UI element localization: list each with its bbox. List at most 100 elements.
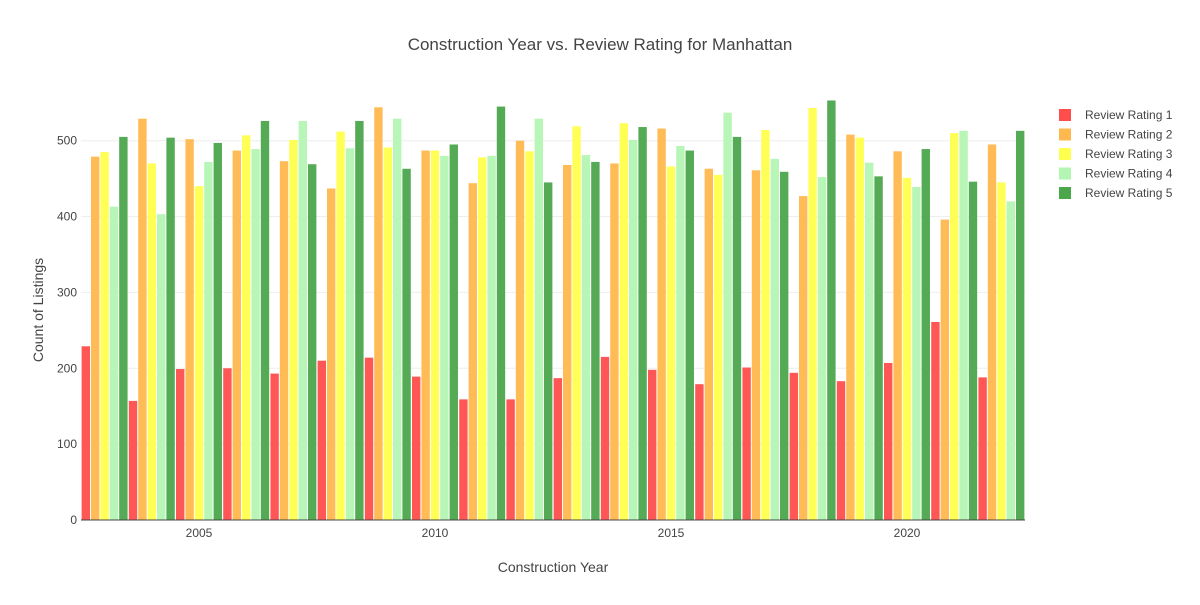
gridlines xyxy=(81,140,1025,445)
bar xyxy=(383,147,392,520)
bar xyxy=(940,219,950,520)
legend-item[interactable]: Review Rating 5 xyxy=(1059,186,1173,200)
legend: Review Rating 1 Review Rating 2 Review Rat… xyxy=(1059,108,1173,200)
bar xyxy=(487,155,496,521)
bar xyxy=(440,155,449,521)
bar xyxy=(1015,130,1025,521)
x-axis-title: Construction Year xyxy=(498,559,609,575)
bar xyxy=(563,164,572,520)
series-5 xyxy=(119,100,1025,521)
bar xyxy=(156,214,166,520)
bar xyxy=(515,140,525,521)
legend-swatch xyxy=(1059,128,1071,141)
bar xyxy=(430,150,440,520)
x-tick-label: 2010 xyxy=(422,526,449,540)
bar xyxy=(714,174,723,521)
bar xyxy=(317,360,327,520)
bar xyxy=(704,168,714,521)
legend-item[interactable]: Review Rating 2 xyxy=(1059,128,1173,142)
bar xyxy=(270,373,279,520)
bar xyxy=(591,161,600,520)
x-tick-label: 2005 xyxy=(186,526,213,540)
bar xyxy=(628,139,638,520)
bar xyxy=(289,139,298,520)
bar xyxy=(100,152,109,520)
bar xyxy=(657,128,666,520)
bar xyxy=(147,163,156,520)
legend-item[interactable]: Review Rating 4 xyxy=(1059,167,1173,181)
bar xyxy=(912,186,921,520)
bar xyxy=(836,381,846,520)
legend-swatch xyxy=(1059,187,1071,199)
y-tick-label: 400 xyxy=(57,210,77,224)
bar xyxy=(374,107,383,520)
bar xyxy=(808,108,817,520)
bar xyxy=(779,171,789,521)
y-tick-label: 100 xyxy=(57,437,77,451)
bar xyxy=(534,118,543,521)
bar xyxy=(761,130,770,520)
bar xyxy=(921,149,930,520)
legend-label: Review Rating 2 xyxy=(1085,128,1173,142)
bar xyxy=(307,164,317,520)
bar xyxy=(931,322,940,520)
legend-item[interactable]: Review Rating 1 xyxy=(1059,108,1173,122)
bar xyxy=(412,376,421,520)
bar xyxy=(204,161,213,520)
bar xyxy=(260,120,270,520)
y-tick-labels: 0 100 200 300 400 500 xyxy=(57,134,77,527)
bar xyxy=(732,136,742,520)
bar xyxy=(213,142,222,520)
y-tick-label: 200 xyxy=(57,361,77,375)
bar xyxy=(855,137,864,521)
legend-label: Review Rating 3 xyxy=(1085,147,1173,161)
legend-item[interactable]: Review Rating 3 xyxy=(1059,147,1173,161)
bar xyxy=(364,357,374,520)
bar xyxy=(392,118,402,521)
bar xyxy=(345,148,355,520)
bar xyxy=(997,182,1006,520)
bar xyxy=(298,120,307,520)
bar xyxy=(619,123,628,520)
bar xyxy=(695,384,704,520)
bar xyxy=(421,150,430,520)
series-1 xyxy=(81,322,987,520)
bar xyxy=(128,400,138,520)
bar xyxy=(685,150,694,520)
bar xyxy=(543,182,553,520)
bar xyxy=(874,176,883,520)
bar xyxy=(327,188,336,520)
bar xyxy=(893,151,902,520)
bar xyxy=(81,346,91,520)
y-axis-title: Count of Listings xyxy=(30,258,46,362)
bar xyxy=(91,156,100,520)
bar xyxy=(194,186,204,520)
legend-label: Review Rating 1 xyxy=(1085,108,1173,122)
bar xyxy=(846,134,855,520)
bar xyxy=(223,368,232,520)
bar xyxy=(581,155,591,520)
bar xyxy=(817,177,827,520)
bar xyxy=(478,157,487,520)
bar xyxy=(864,162,874,521)
chart-title: Construction Year vs. Review Rating for … xyxy=(408,35,793,54)
bar xyxy=(978,377,987,520)
x-tick-label: 2020 xyxy=(894,526,921,540)
legend-swatch xyxy=(1059,109,1071,121)
bar xyxy=(902,177,912,521)
y-tick-label: 500 xyxy=(57,134,77,148)
bar xyxy=(799,196,808,520)
bar xyxy=(638,127,647,520)
bar xyxy=(987,144,997,520)
series-4 xyxy=(109,112,1015,521)
bar xyxy=(402,168,411,521)
bar xyxy=(676,146,685,520)
bar xyxy=(968,181,978,521)
bar xyxy=(138,118,147,521)
bar xyxy=(610,163,619,520)
bar xyxy=(950,133,959,520)
bar xyxy=(232,150,242,520)
bar xyxy=(553,378,563,520)
legend-swatch xyxy=(1059,167,1071,180)
